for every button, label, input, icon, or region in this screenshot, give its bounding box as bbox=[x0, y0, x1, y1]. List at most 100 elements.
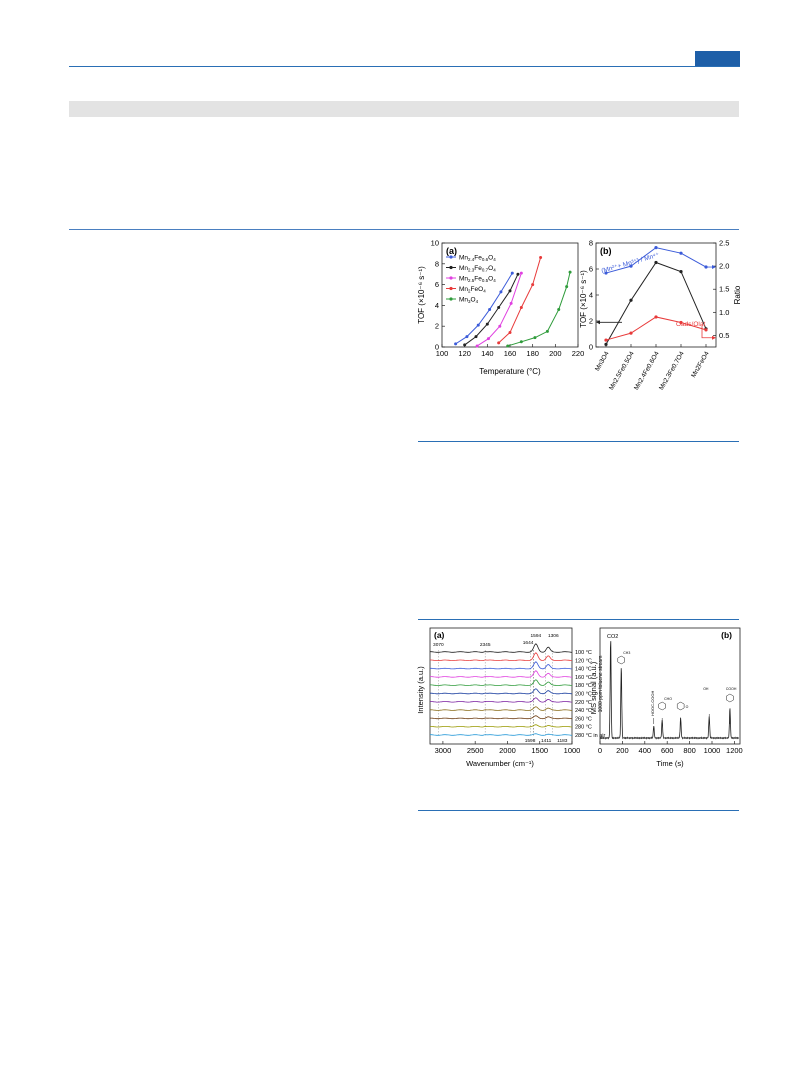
data-point bbox=[654, 246, 658, 250]
x-category-label: Mn2.3Fe0.7O4 bbox=[658, 350, 686, 391]
data-point bbox=[488, 308, 492, 312]
x-tick-label: 120 bbox=[458, 349, 471, 358]
spectrum-line bbox=[430, 715, 573, 720]
y-tick-label: 2 bbox=[435, 322, 439, 331]
panel-label: (b) bbox=[721, 630, 732, 640]
peak-label: 2345 bbox=[480, 642, 491, 648]
spectrum-line bbox=[430, 652, 573, 661]
spectrum-line bbox=[430, 643, 573, 653]
peak-label: 1598 bbox=[525, 738, 536, 744]
peak-label: 1306 bbox=[548, 633, 559, 639]
annotation-o-ratio: Oads/Olat bbox=[676, 321, 705, 328]
column-rule bbox=[69, 229, 739, 230]
structure-label: O bbox=[686, 705, 689, 709]
x-tick-label: 100 bbox=[436, 349, 449, 358]
data-point bbox=[516, 272, 520, 276]
row-label: 200 °C bbox=[575, 692, 592, 698]
data-point bbox=[475, 344, 479, 348]
data-point bbox=[474, 335, 478, 339]
data-point bbox=[486, 337, 490, 341]
data-point bbox=[654, 315, 658, 319]
row-label: 140 °C bbox=[575, 667, 592, 673]
panel-label: (a) bbox=[434, 630, 445, 640]
y-right-tick-label: 0.5 bbox=[719, 331, 729, 340]
data-point bbox=[506, 344, 510, 348]
series-line bbox=[455, 272, 513, 345]
data-point bbox=[476, 323, 480, 327]
x-tick-label: 200 bbox=[616, 746, 629, 755]
data-point bbox=[604, 271, 608, 275]
y-axis-label: TOF (×10⁻⁶ s⁻¹) bbox=[417, 266, 426, 324]
x-tick-label: 1200 bbox=[726, 746, 743, 755]
legend-marker bbox=[449, 276, 453, 280]
legend-entry: Mn3O4 bbox=[459, 297, 479, 305]
ms-signal-line bbox=[599, 641, 739, 740]
peak-label: 1594 bbox=[531, 633, 542, 639]
data-point bbox=[497, 341, 501, 345]
series-line bbox=[605, 261, 707, 345]
panel-a-drifts: 3000 2500 2000 1500 1000 100 °C 120 °C 140 °C 16… bbox=[416, 627, 605, 768]
data-point bbox=[454, 342, 458, 346]
y-right-tick-label: 1.0 bbox=[719, 308, 729, 317]
figure-rule-3 bbox=[418, 810, 739, 811]
structure-label: OH bbox=[703, 687, 709, 691]
data-point bbox=[557, 308, 561, 312]
data-point bbox=[497, 305, 501, 309]
row-label: 240 °C bbox=[575, 708, 592, 714]
x-tick-label: 220 bbox=[572, 349, 585, 358]
x-tick-label: 2500 bbox=[467, 746, 484, 755]
x-tick-label: 0 bbox=[598, 746, 602, 755]
arrow-head bbox=[712, 265, 716, 270]
y-right-tick-label: 1.5 bbox=[719, 285, 729, 294]
row-label: 280 °C in air bbox=[575, 733, 605, 739]
molecule-ring bbox=[617, 655, 625, 665]
data-point bbox=[498, 324, 502, 328]
spectrum-line bbox=[430, 679, 573, 686]
x-tick-label: 600 bbox=[661, 746, 674, 755]
spectrum-line bbox=[430, 733, 573, 736]
structure-label: HOOC-COOH bbox=[650, 691, 655, 716]
x-category-label: Mn2.4Fe0.6O4 bbox=[633, 350, 661, 391]
structure-label: CH3 bbox=[623, 651, 630, 655]
y-tick-label: 6 bbox=[435, 280, 439, 289]
x-tick-label: 2000 bbox=[499, 746, 516, 755]
legend-marker bbox=[449, 297, 453, 301]
panel-label: (b) bbox=[600, 246, 612, 256]
y-right-tick-label: 2.0 bbox=[719, 262, 729, 271]
structure-label: COOH bbox=[726, 687, 737, 691]
peak-label: 1183 bbox=[557, 738, 568, 744]
figure-rule-2 bbox=[418, 619, 739, 620]
data-point bbox=[465, 335, 469, 339]
data-point bbox=[604, 342, 608, 346]
molecule-ring bbox=[676, 701, 685, 711]
row-label: 160 °C bbox=[575, 675, 592, 681]
y-tick-label: 8 bbox=[435, 259, 439, 268]
panel-b-tof-and-ratio: 024680.51.01.52.02.5Mn3O4Mn2.5Fe0.5O4Mn2… bbox=[579, 239, 742, 392]
x-category-label: Mn2FeO4 bbox=[690, 350, 711, 379]
x-tick-label: 1500 bbox=[531, 746, 548, 755]
data-point bbox=[704, 328, 708, 332]
data-point bbox=[654, 260, 658, 265]
data-point bbox=[604, 338, 608, 342]
x-tick-label: 400 bbox=[639, 746, 652, 755]
x-category-label: Mn3O4 bbox=[594, 350, 611, 372]
figure-tof: 100 120 140 160 180 200 220 0 2 4 6 8 10 Mn2.4Fe0.6O… bbox=[417, 239, 742, 392]
data-point bbox=[508, 289, 512, 293]
data-point bbox=[508, 330, 512, 334]
x-axis-label: Wavenumber (cm⁻¹) bbox=[466, 759, 534, 768]
side-label: 1000 ppm toluene stream bbox=[598, 656, 604, 713]
data-point bbox=[545, 329, 549, 333]
row-label: 120 °C bbox=[575, 658, 592, 664]
journal-tab bbox=[695, 51, 740, 66]
panel-b-ms-signal: 0 200 400 600 800 1000 1200 CO2 CH3 HOOC-COOH CHO O… bbox=[589, 627, 743, 768]
arrow-head bbox=[596, 320, 600, 325]
legend-marker bbox=[449, 255, 453, 259]
arrow-head bbox=[712, 335, 716, 340]
legend-entry: Mn2.4Fe0.6O4 bbox=[459, 255, 496, 263]
data-point bbox=[533, 336, 537, 340]
data-point bbox=[499, 290, 503, 294]
data-point bbox=[539, 256, 543, 260]
y-tick-label: 10 bbox=[431, 239, 439, 248]
row-label: 220 °C bbox=[575, 700, 592, 706]
